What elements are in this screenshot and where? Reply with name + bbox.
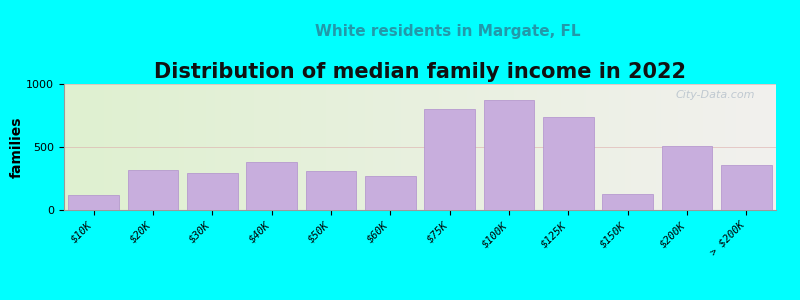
- Bar: [69, 195, 119, 210]
- Y-axis label: families: families: [10, 116, 23, 178]
- Bar: [543, 117, 594, 210]
- Bar: [602, 194, 653, 210]
- Bar: [187, 173, 238, 210]
- Bar: [246, 162, 297, 210]
- Bar: [484, 100, 534, 210]
- Bar: [365, 176, 415, 210]
- Bar: [721, 165, 771, 210]
- Title: Distribution of median family income in 2022: Distribution of median family income in …: [154, 62, 686, 82]
- Bar: [425, 109, 475, 210]
- Bar: [306, 171, 356, 210]
- Bar: [128, 170, 178, 210]
- Text: City-Data.com: City-Data.com: [675, 90, 754, 100]
- Bar: [662, 146, 712, 210]
- Text: White residents in Margate, FL: White residents in Margate, FL: [315, 24, 581, 39]
